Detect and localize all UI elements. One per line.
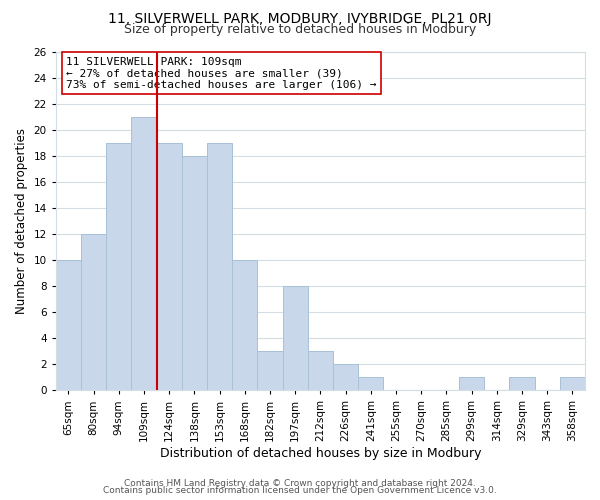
Bar (106, 142, 131, 390)
Bar (207, 142, 232, 390)
Bar (232, 260, 257, 390)
Y-axis label: Number of detached properties: Number of detached properties (15, 128, 28, 314)
Text: Size of property relative to detached houses in Modbury: Size of property relative to detached ho… (124, 22, 476, 36)
Bar (283, 286, 308, 391)
Bar (131, 116, 157, 390)
Text: Contains public sector information licensed under the Open Government Licence v3: Contains public sector information licen… (103, 486, 497, 495)
Bar (358, 378, 383, 390)
Bar (257, 351, 283, 391)
Bar (56, 260, 81, 390)
X-axis label: Distribution of detached houses by size in Modbury: Distribution of detached houses by size … (160, 447, 481, 460)
Bar (509, 378, 535, 390)
Text: 11, SILVERWELL PARK, MODBURY, IVYBRIDGE, PL21 0RJ: 11, SILVERWELL PARK, MODBURY, IVYBRIDGE,… (108, 12, 492, 26)
Bar (560, 378, 585, 390)
Bar (308, 351, 333, 391)
Bar (182, 156, 207, 390)
Text: Contains HM Land Registry data © Crown copyright and database right 2024.: Contains HM Land Registry data © Crown c… (124, 478, 476, 488)
Bar (459, 378, 484, 390)
Bar (333, 364, 358, 390)
Text: 11 SILVERWELL PARK: 109sqm
← 27% of detached houses are smaller (39)
73% of semi: 11 SILVERWELL PARK: 109sqm ← 27% of deta… (67, 56, 377, 90)
Bar (81, 234, 106, 390)
Bar (157, 142, 182, 390)
